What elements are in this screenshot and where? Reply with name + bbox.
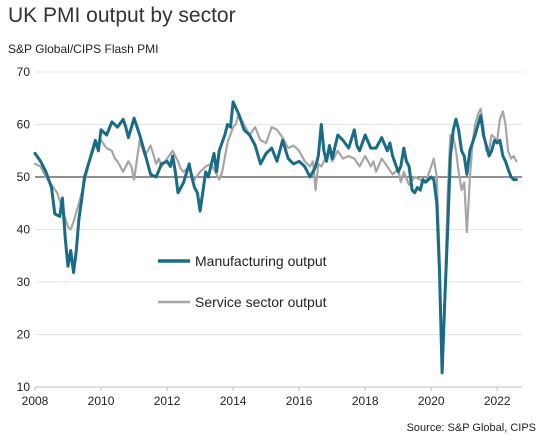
x-tick-label-2018: 2018	[352, 394, 379, 408]
y-tick-label-60: 60	[17, 118, 31, 132]
series-line-manufacturing	[33, 100, 518, 375]
y-tick-label-50: 50	[17, 170, 31, 184]
y-tick-label-10: 10	[17, 380, 31, 394]
chart-subtitle: S&P Global/CIPS Flash PMI	[8, 42, 159, 56]
line-chart: 10 20 30 40 50 60 70 2008 2010 2012 2014 2016 2018 20…	[17, 65, 522, 408]
y-tick-label-40: 40	[17, 223, 31, 237]
x-tick-label-2008: 2008	[22, 394, 49, 408]
axes: 10 20 30 40 50 60 70 2008 2010 2012 2014 2016 2018 20…	[17, 65, 522, 408]
x-tick-label-2020: 2020	[418, 394, 445, 408]
legend-manufacturing-label: Manufacturing output	[195, 253, 327, 269]
x-tick-label-2012: 2012	[154, 394, 181, 408]
x-tick-label-2022: 2022	[484, 394, 511, 408]
y-tick-label-20: 20	[17, 328, 31, 342]
legend: Manufacturing output Service sector outpu…	[158, 253, 327, 310]
y-tick-label-30: 30	[17, 275, 31, 289]
x-tick-label-2014: 2014	[220, 394, 247, 408]
x-tick-label-2016: 2016	[286, 394, 313, 408]
x-tick-label-2010: 2010	[88, 394, 115, 408]
chart-title: UK PMI output by sector	[8, 4, 236, 27]
source-note: Source: S&P Global, CIPS	[406, 422, 536, 434]
series-lines	[33, 100, 518, 375]
legend-services-label: Service sector output	[195, 294, 327, 310]
series-line-services	[33, 107, 518, 371]
y-tick-label-70: 70	[17, 65, 31, 79]
